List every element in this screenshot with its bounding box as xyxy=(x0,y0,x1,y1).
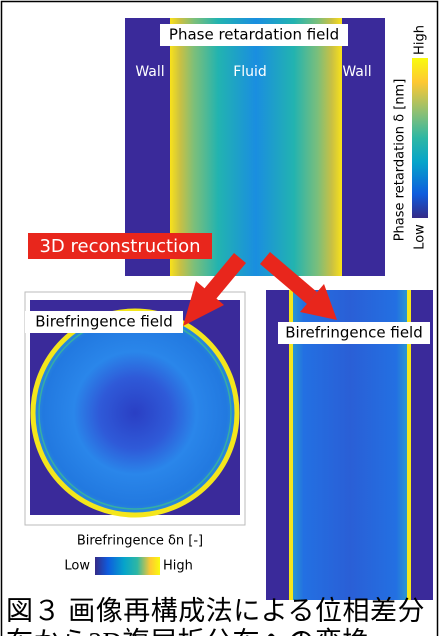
colorbar-high: High xyxy=(413,25,428,55)
colorbar xyxy=(95,557,160,575)
figure: Phase retardation field Wall Fluid Wall … xyxy=(0,0,439,636)
fluid-label: Fluid xyxy=(233,64,267,80)
panel-title: Birefringence field xyxy=(35,313,173,331)
colorbar-low: Low xyxy=(413,224,428,250)
figure-graphics: Phase retardation field Wall Fluid Wall … xyxy=(0,0,439,636)
colorbar-label: Birefringence δn [-] xyxy=(77,534,203,549)
pipe-cross-section xyxy=(33,311,237,515)
colorbar-label: Phase retardation δ [nm] xyxy=(393,79,408,242)
colorbar-low: Low xyxy=(64,559,90,574)
caption: 図３ 画像再構成法による位相差分布から2D複屈折分布への変換 xyxy=(6,596,436,636)
callout-text: 3D reconstruction xyxy=(39,236,200,257)
wall-label: Wall xyxy=(342,64,371,80)
panel-title: Birefringence field xyxy=(285,324,423,342)
colorbar xyxy=(412,58,428,218)
colorbar-high: High xyxy=(163,559,193,574)
wall-label: Wall xyxy=(135,64,164,80)
panel-title: Phase retardation field xyxy=(169,26,339,44)
